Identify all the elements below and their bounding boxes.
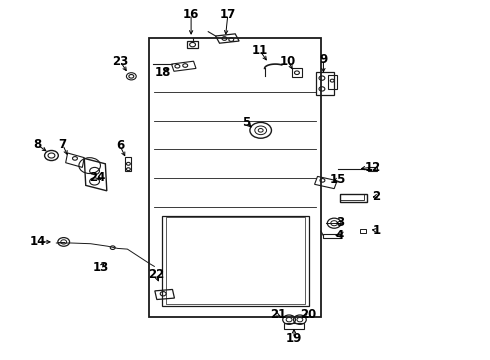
Text: 24: 24	[89, 171, 105, 184]
Text: 21: 21	[270, 309, 286, 321]
Text: 2: 2	[372, 190, 380, 203]
Bar	[125, 157, 131, 171]
Bar	[187, 41, 198, 48]
Bar	[340, 194, 364, 200]
Text: 11: 11	[251, 44, 268, 57]
Bar	[360, 229, 366, 233]
Text: 13: 13	[92, 261, 109, 274]
Text: 17: 17	[220, 8, 236, 21]
Text: 1: 1	[372, 224, 380, 237]
Text: 3: 3	[336, 216, 344, 229]
Text: 16: 16	[183, 8, 199, 21]
Text: 14: 14	[30, 235, 47, 248]
Bar	[292, 68, 302, 77]
Bar	[368, 167, 377, 171]
Bar	[284, 323, 304, 328]
Text: 18: 18	[154, 66, 171, 78]
Bar	[340, 194, 368, 202]
Text: 15: 15	[330, 173, 346, 186]
Bar	[328, 75, 337, 89]
Text: 8: 8	[33, 138, 41, 151]
Text: 7: 7	[59, 138, 67, 151]
Text: 20: 20	[300, 309, 317, 321]
Text: 5: 5	[243, 116, 250, 129]
Text: 12: 12	[364, 161, 381, 174]
Text: 9: 9	[319, 53, 327, 66]
Text: 6: 6	[116, 139, 124, 152]
Text: 10: 10	[280, 55, 296, 68]
Text: 19: 19	[286, 332, 302, 345]
Bar	[316, 72, 334, 95]
Text: 4: 4	[336, 229, 344, 242]
Text: 22: 22	[147, 268, 164, 281]
Text: 23: 23	[112, 55, 128, 68]
